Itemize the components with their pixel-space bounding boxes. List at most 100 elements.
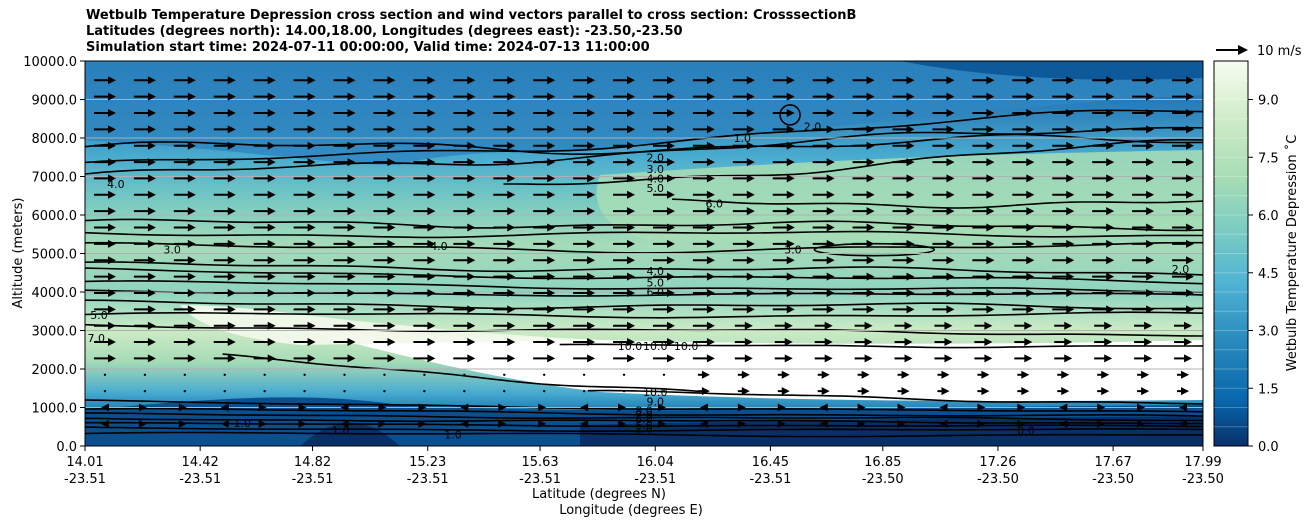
wind-vector-head — [467, 288, 476, 297]
wind-vector-head — [1146, 272, 1155, 281]
wind-vector-head — [1186, 92, 1195, 101]
wind-vector-head — [387, 256, 396, 265]
wind-vector — [503, 373, 506, 376]
wind-vector-head — [507, 174, 516, 183]
wind-vector-head — [427, 272, 436, 281]
wind-vector-head — [1137, 419, 1146, 428]
wind-vector-head — [347, 239, 356, 248]
wind-vector-head — [627, 76, 636, 85]
wind-vector-head — [857, 403, 866, 412]
quiver-key: 10 m/s — [1216, 44, 1302, 59]
wind-vector-head — [786, 207, 795, 216]
wind-vector-head — [946, 76, 955, 85]
wind-vector-head — [227, 92, 236, 101]
wind-vector — [303, 373, 306, 376]
wind-vector-head — [1144, 321, 1153, 330]
wind-vector-head — [580, 403, 589, 412]
contour-line — [85, 311, 1203, 319]
wind-vector-head — [737, 403, 746, 412]
wind-vector-head — [1146, 174, 1155, 183]
wind-vector-head — [746, 76, 755, 85]
wind-vector-head — [906, 288, 915, 297]
wind-vector-head — [941, 370, 950, 379]
wind-vector-head — [701, 387, 710, 396]
wind-vector-head — [147, 272, 156, 281]
x-tick-latitude: 15.63 — [521, 455, 558, 470]
wind-vector-head — [267, 190, 276, 199]
wind-vector-head — [986, 272, 995, 281]
wind-vector-head — [946, 305, 955, 314]
wind-vector-head — [866, 125, 875, 134]
wind-vector-head — [699, 419, 708, 428]
wind-vector-head — [107, 190, 116, 199]
wind-vector-head — [1106, 272, 1115, 281]
wind-vector-head — [147, 288, 156, 297]
wind-vector-head — [187, 338, 196, 347]
wind-vector — [582, 373, 586, 376]
wind-vector-head — [986, 288, 995, 297]
wind-vector-head — [706, 338, 715, 347]
wind-vector-head — [1106, 174, 1115, 183]
wind-vector-head — [467, 125, 476, 134]
contour-label: 1.0 — [734, 132, 752, 145]
wind-vector-head — [744, 321, 753, 330]
wind-vector-head — [1064, 338, 1073, 347]
wind-vector-head — [547, 92, 556, 101]
wind-vector-head — [1066, 158, 1075, 167]
x-tick-longitude: -23.50 — [1092, 472, 1134, 487]
wind-vector-head — [187, 288, 196, 297]
wind-vector-head — [467, 76, 476, 85]
wind-vector-head — [267, 92, 276, 101]
colorbar-tick-label: 0.0 — [1258, 440, 1279, 455]
wind-vector-head — [986, 76, 995, 85]
wind-vector-head — [498, 419, 507, 428]
wind-vector-head — [904, 338, 913, 347]
wind-vector-head — [587, 92, 596, 101]
contour-line — [85, 323, 1203, 337]
wind-vector-head — [340, 419, 349, 428]
quiver-key-label: 10 m/s — [1257, 44, 1302, 59]
wind-vector-head — [986, 108, 995, 117]
wind-vector-head — [706, 321, 715, 330]
wind-vector-head — [906, 256, 915, 265]
wind-vector-head — [866, 223, 875, 232]
x-axis-label-longitude: Longitude (degrees E) — [559, 503, 703, 518]
contour-label: 2.0 — [1172, 263, 1190, 276]
wind-vector — [343, 373, 346, 376]
wind-vector-head — [107, 223, 116, 232]
wind-vector-head — [227, 125, 236, 134]
x-tick-longitude: -23.51 — [634, 472, 676, 487]
wind-vector-head — [786, 158, 795, 167]
wind-vector-head — [467, 190, 476, 199]
wind-vector-head — [627, 92, 636, 101]
wind-vector-head — [1021, 370, 1030, 379]
wind-vector-head — [187, 354, 196, 363]
wind-vector-head — [587, 354, 596, 363]
wind-vector-head — [906, 141, 915, 150]
wind-vector-head — [467, 92, 476, 101]
contour-label: 10.0 — [618, 340, 643, 353]
wind-vector-head — [1179, 419, 1188, 428]
wind-vector-head — [986, 190, 995, 199]
wind-vector-head — [1066, 108, 1075, 117]
wind-vector-head — [587, 141, 596, 150]
wind-vector-head — [946, 174, 955, 183]
wind-vector-head — [627, 158, 636, 167]
wind-vector-head — [1106, 158, 1115, 167]
wind-vector-head — [427, 354, 436, 363]
wind-vector-head — [347, 125, 356, 134]
wind-vector-head — [986, 125, 995, 134]
wind-vector-head — [587, 174, 596, 183]
contour-line — [85, 241, 1203, 254]
wind-vector-head — [347, 223, 356, 232]
wind-vector-head — [1017, 403, 1026, 412]
x-tick-latitude: 16.45 — [752, 455, 789, 470]
wind-vector-head — [737, 419, 746, 428]
wind-vector-head — [107, 76, 116, 85]
wind-vector-head — [1106, 92, 1115, 101]
wind-vector-head — [706, 76, 715, 85]
wind-vector-head — [1184, 338, 1193, 347]
wind-vector — [463, 389, 466, 393]
x-tick-longitude: -23.51 — [179, 472, 221, 487]
wind-vector-head — [147, 354, 156, 363]
